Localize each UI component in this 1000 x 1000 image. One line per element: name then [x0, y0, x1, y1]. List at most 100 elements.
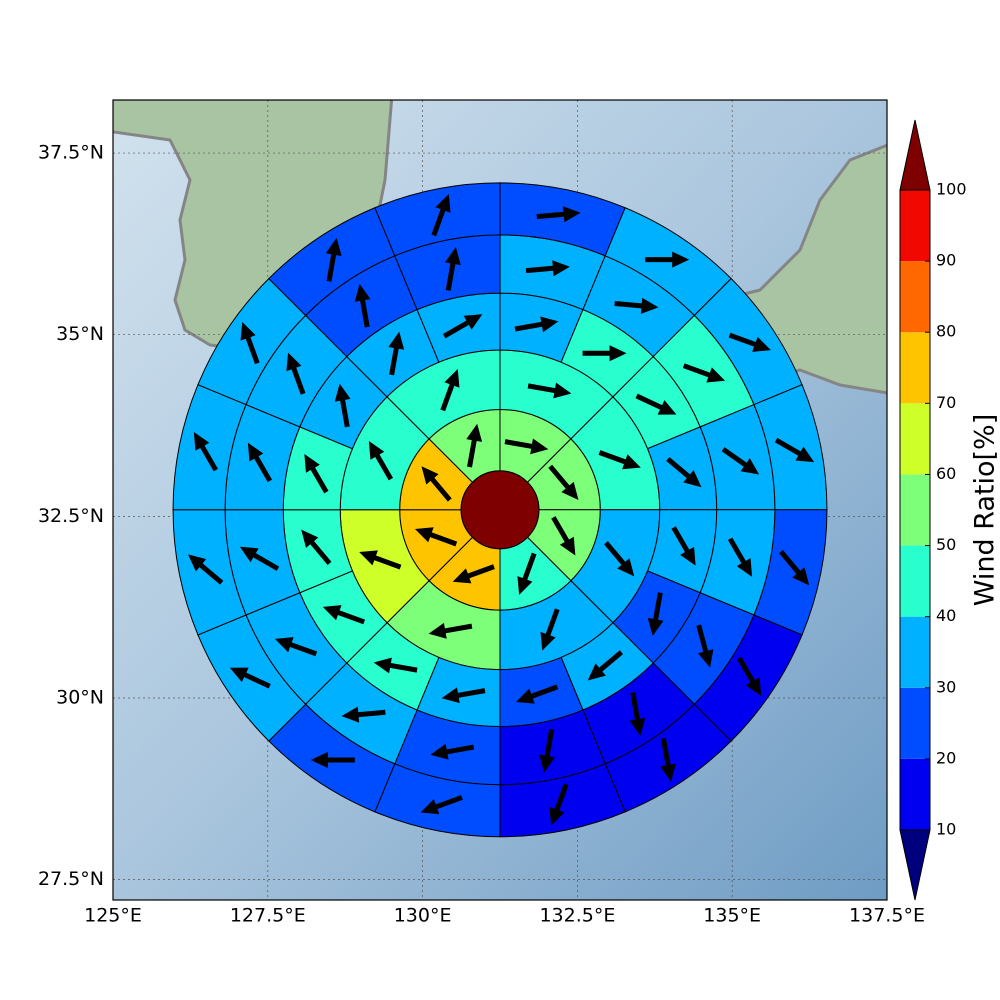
wind-arrow — [310, 752, 355, 769]
plot-frame — [112, 99, 888, 901]
wind-arrow — [517, 552, 537, 595]
wind-arrow — [428, 622, 473, 639]
colorbar-tick-label: 20 — [936, 748, 956, 767]
x-tick-label: 137.5°E — [849, 905, 925, 927]
sectors — [172, 182, 828, 838]
basemap — [113, 100, 887, 900]
colorbar-tick-label: 90 — [936, 251, 956, 270]
colorbar-tick-label: 10 — [936, 820, 956, 839]
wind-arrow — [240, 321, 260, 365]
x-tick-label: 127.5°E — [230, 905, 306, 927]
colorbar-tick-label: 80 — [936, 322, 956, 341]
wind-arrow — [441, 687, 486, 704]
colorbar-tick-label: 40 — [936, 606, 956, 625]
colorbar-tick-label: 30 — [936, 677, 956, 696]
wind-arrow — [647, 592, 664, 637]
colorbar-tick-label: 70 — [936, 393, 956, 412]
wind-arrow — [514, 316, 559, 333]
wind-arrow — [525, 260, 570, 277]
wind-arrow — [645, 251, 690, 268]
wind-arrow — [671, 526, 696, 566]
wind-arrow — [728, 332, 771, 352]
wind-arrow — [359, 550, 402, 570]
wind-arrow — [604, 541, 635, 577]
wind-arrow — [431, 193, 451, 237]
wind-arrow — [322, 605, 366, 625]
x-tick-label: 130°E — [394, 905, 452, 927]
colorbar-segment — [900, 474, 930, 546]
y-tick-label: 30°N — [56, 687, 104, 709]
wind-arrow — [414, 527, 458, 547]
wind-arrow — [301, 529, 332, 565]
wind-arrow — [779, 550, 810, 586]
wind-arrow — [442, 314, 483, 339]
wind-arrow — [421, 466, 452, 502]
wind-arrow — [666, 457, 702, 488]
wind-arrow — [540, 608, 560, 651]
wind-arrow — [721, 447, 760, 475]
wind-arrow — [598, 450, 641, 470]
colorbar-extend-min — [899, 829, 931, 901]
wind-arrow — [696, 624, 714, 668]
colorbar-extend-max — [899, 119, 931, 191]
colorbar-segment — [900, 403, 930, 475]
colorbar-segment — [900, 261, 930, 333]
wind-arrow — [187, 554, 224, 585]
wind-arrow — [452, 564, 495, 584]
wind-arrow — [304, 454, 329, 494]
wind-arrow — [549, 783, 569, 826]
wind-arrow — [682, 363, 726, 383]
wind-arrow — [660, 737, 676, 782]
wind-arrow — [420, 795, 463, 815]
wind-arrow — [334, 383, 351, 428]
wind-arrow — [325, 237, 342, 282]
x-tick-label: 135°E — [703, 905, 761, 927]
wind-arrow — [354, 283, 371, 328]
wind-arrow — [286, 352, 306, 395]
colorbar-segment — [900, 616, 930, 688]
wind-arrow — [504, 438, 549, 455]
wind-arrow — [516, 684, 559, 704]
wind-arrow — [582, 345, 627, 362]
wind-arrow — [737, 656, 762, 697]
wind-arrow — [274, 637, 318, 657]
wind-arrow — [229, 667, 271, 689]
wind-arrow — [239, 546, 280, 571]
arrows — [187, 193, 815, 826]
x-tick-label: 125°E — [84, 905, 142, 927]
colorbar-label: Wind Ratio[%] — [970, 414, 1000, 606]
wind-arrow — [587, 650, 624, 681]
wind-arrow — [388, 331, 405, 376]
y-tick-label: 32.5°N — [38, 505, 104, 527]
colorbar: 10 20 30 40 50 60 70 80 90 100 — [899, 119, 967, 901]
wind-arrow — [551, 516, 576, 556]
wind-arrow — [629, 692, 646, 736]
colorbar-segment — [900, 687, 930, 759]
colorbar-frame — [899, 189, 931, 831]
wind-arrow — [341, 706, 386, 723]
wind-arrow — [247, 442, 273, 483]
colorbar-segment — [900, 332, 930, 404]
wind-arrow — [466, 423, 483, 468]
y-tick-label: 27.5°N — [38, 868, 104, 890]
wind-arrow — [445, 247, 461, 291]
colorbar-segment — [900, 545, 930, 617]
wind-arrow — [727, 537, 753, 577]
wind-arrow — [430, 743, 475, 760]
wind-arrow — [614, 297, 659, 314]
colorbar-tick-label: 60 — [936, 464, 956, 483]
colorbar-segment — [900, 758, 930, 830]
wind-arrow — [536, 206, 581, 223]
x-tick-label: 132.5°E — [539, 905, 615, 927]
wind-arrow — [774, 437, 815, 463]
wind-arrow — [548, 464, 579, 501]
axis-ticks: 125°E 127.5°E 130°E 132.5°E 135°E 137.5°E 27.5… — [38, 142, 925, 927]
wind-arrow — [368, 440, 394, 481]
wind-arrow — [440, 369, 460, 412]
y-tick-label: 37.5°N — [38, 142, 104, 164]
colorbar-tick-label: 50 — [936, 535, 956, 554]
wind-arrow — [373, 657, 418, 674]
colorbar-segment — [900, 190, 930, 262]
y-tick-label: 35°N — [56, 323, 104, 345]
